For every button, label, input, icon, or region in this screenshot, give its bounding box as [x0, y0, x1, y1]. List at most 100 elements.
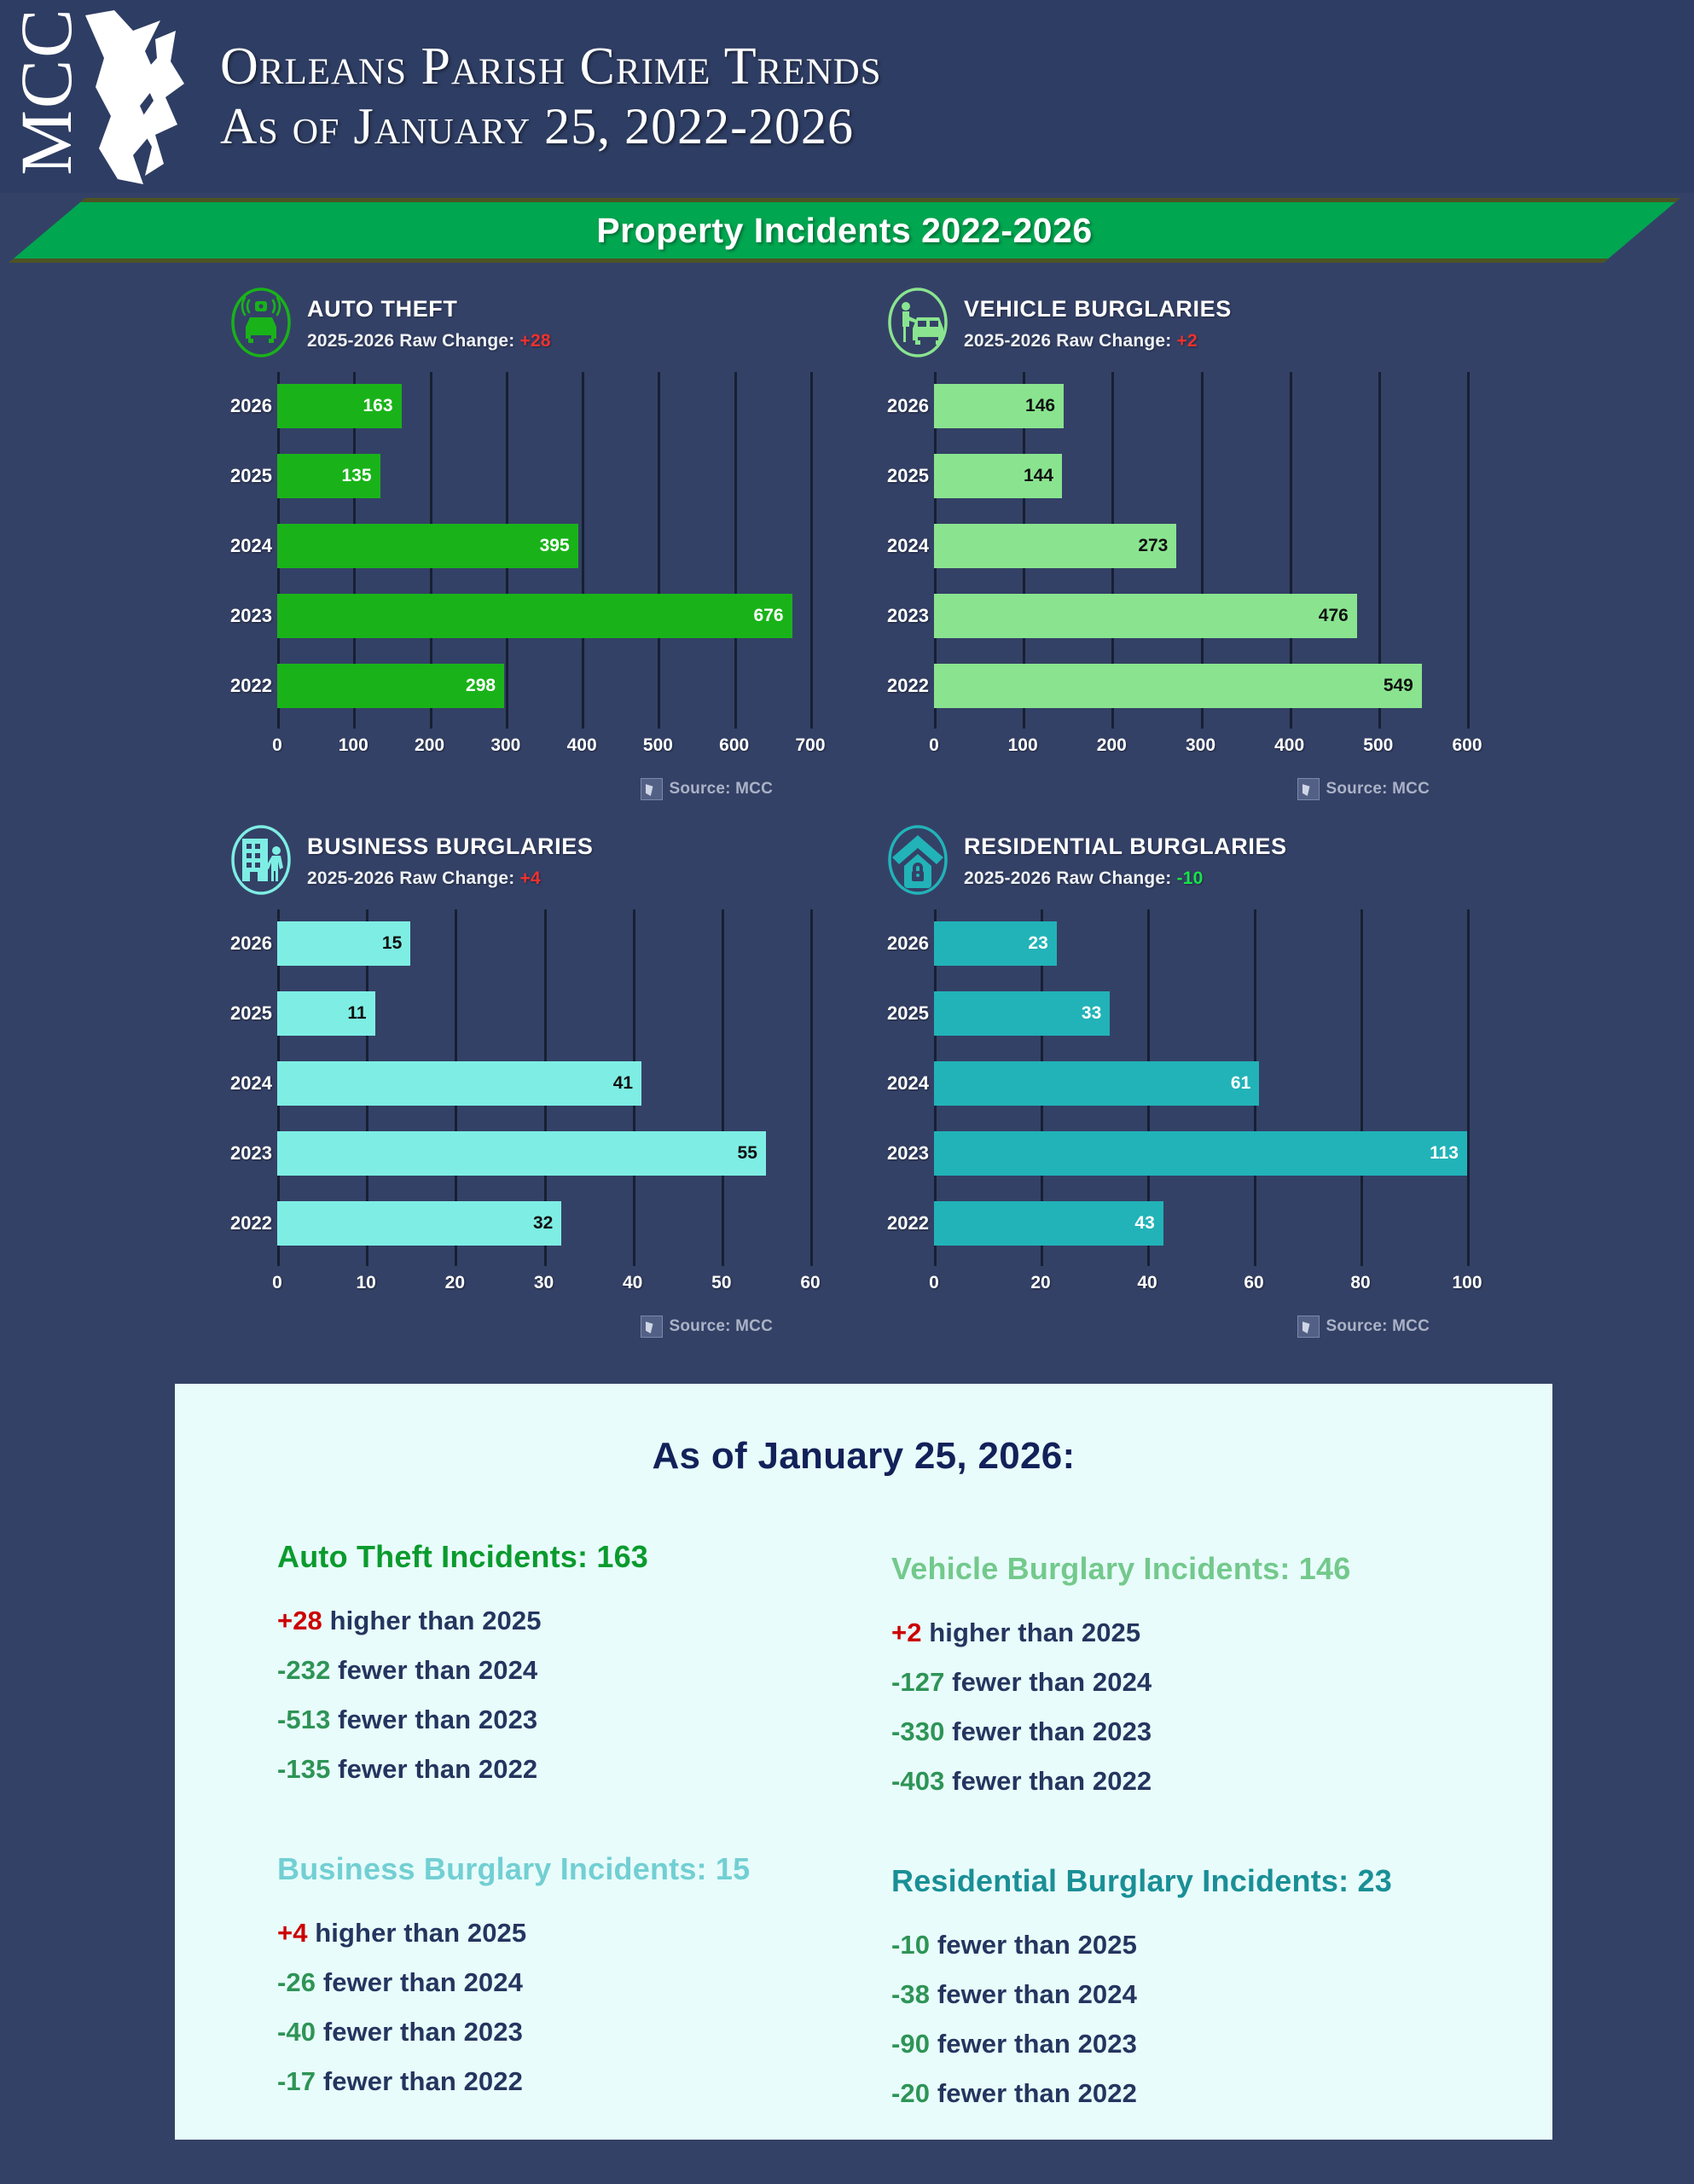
bar-row: 2022 549 — [887, 664, 1467, 708]
summary-comparison-line: -330 fewer than 2023 — [891, 1716, 1574, 1747]
axis-tick-label: 0 — [929, 1273, 939, 1292]
plot-inner: 2026 146 2025 144 2024 273 2023 476 2022 549 — [887, 372, 1470, 729]
plot-inner: 2026 163 2025 135 2024 395 2023 676 2022 298 — [230, 372, 813, 729]
summary-delta-value: +4 — [277, 1918, 308, 1948]
axis-tick-label: 20 — [1030, 1273, 1051, 1292]
chart-source: Source: MCC — [640, 1316, 774, 1338]
gridline — [582, 372, 585, 729]
bar-category-label: 2025 — [887, 1002, 929, 1024]
gridline — [1289, 372, 1292, 729]
charts-grid: AUTO THEFT 2025-2026 Raw Change: +28 2026 1… — [230, 282, 1482, 1356]
bar: 146 — [934, 384, 1065, 428]
bar-value-label: 61 — [1230, 1073, 1251, 1093]
summary-delta-text: higher than 2025 — [315, 1918, 527, 1948]
bar-row: 2023 476 — [887, 594, 1467, 638]
summary-delta-value: -10 — [891, 1930, 931, 1960]
axis-tick-label: 40 — [622, 1273, 643, 1292]
bar-category-label: 2024 — [887, 1072, 929, 1094]
chart-raw-change: 2025-2026 Raw Change: +4 — [307, 868, 593, 889]
chart-title-group: RESIDENTIAL BURGLARIES 2025-2026 Raw Chan… — [964, 832, 1287, 889]
summary-delta-text: higher than 2025 — [929, 1618, 1141, 1647]
summary-delta-text: fewer than 2022 — [322, 2066, 523, 2096]
axis-tick-label: 40 — [1137, 1273, 1157, 1292]
bar-category-label: 2022 — [230, 675, 272, 696]
chart-vehicle-burglaries: VEHICLE BURGLARIES 2025-2026 Raw Change: … — [887, 282, 1482, 819]
summary-delta-value: -40 — [277, 2017, 316, 2047]
axis-tick-label: 10 — [356, 1273, 376, 1292]
axis-tick-label: 200 — [1096, 735, 1127, 755]
bar: 41 — [277, 1061, 642, 1106]
summary-delta-value: -20 — [891, 2078, 931, 2108]
bar-row: 2026 146 — [887, 384, 1467, 428]
axis-tick-label: 400 — [1274, 735, 1305, 755]
summary-comparison-line: -232 fewer than 2024 — [277, 1655, 883, 1686]
bar-value-label: 298 — [466, 676, 496, 695]
header-title-group: Orleans Parish Crime Trends As of Januar… — [201, 38, 882, 154]
bar: 33 — [934, 991, 1111, 1036]
summary-comparison-line: +2 higher than 2025 — [891, 1618, 1574, 1648]
chart-raw-change: 2025-2026 Raw Change: +28 — [307, 331, 551, 351]
bar-value-label: 163 — [363, 396, 393, 415]
bar-category-label: 2025 — [887, 465, 929, 486]
bar-value-label: 144 — [1023, 466, 1053, 485]
bar-row: 2022 32 — [230, 1201, 810, 1246]
chart-title-group: BUSINESS BURGLARIES 2025-2026 Raw Change:… — [307, 832, 593, 889]
plot-area-auto-theft: 2026 163 2025 135 2024 395 2023 676 2022 298 0 100 2… — [230, 372, 826, 800]
chart-title: AUTO THEFT — [307, 295, 458, 322]
raw-change-label: 2025-2026 Raw Change: — [307, 868, 520, 888]
raw-change-label: 2025-2026 Raw Change: — [964, 868, 1177, 888]
summary-delta-value: -403 — [891, 1766, 945, 1796]
section-banner: Property Incidents 2022-2026 — [0, 198, 1694, 264]
axis-tick-label: 300 — [1185, 735, 1216, 755]
gridline — [810, 909, 813, 1266]
axis-tick-label: 0 — [272, 735, 282, 755]
chart-source: Source: MCC — [1297, 1316, 1430, 1338]
chart-source: Source: MCC — [1297, 778, 1430, 800]
bar: 395 — [277, 524, 578, 568]
summary-block-heading: Auto Theft Incidents: 163 — [277, 1539, 649, 1574]
bar-value-label: 549 — [1383, 676, 1413, 695]
plot-area-vehicle-burglaries: 2026 146 2025 144 2024 273 2023 476 2022 549 0 100 2… — [887, 372, 1482, 800]
bar-category-label: 2023 — [887, 605, 929, 626]
summary-delta-value: -38 — [891, 1979, 931, 2009]
axis-tick-label: 500 — [1363, 735, 1394, 755]
bar-category-label: 2025 — [230, 1002, 272, 1024]
summary-delta-value: -90 — [891, 2029, 931, 2059]
raw-change-value: +2 — [1176, 330, 1198, 351]
bar-category-label: 2026 — [230, 395, 272, 416]
bar-value-label: 15 — [381, 933, 403, 953]
axis-tick-label: 600 — [719, 735, 750, 755]
chart-header-vehicle-burglaries: VEHICLE BURGLARIES 2025-2026 Raw Change: … — [887, 282, 1467, 363]
summary-title: As of January 25, 2026: — [652, 1435, 1076, 1477]
axis-tick-label: 300 — [490, 735, 521, 755]
chart-source: Source: MCC — [640, 778, 774, 800]
chart-title-group: VEHICLE BURGLARIES 2025-2026 Raw Change: … — [964, 294, 1232, 351]
mcc-source-icon — [1297, 778, 1320, 800]
bar: 163 — [277, 384, 402, 428]
bar-row: 2024 41 — [230, 1061, 810, 1106]
summary-comparison-line: -17 fewer than 2022 — [277, 2066, 883, 2097]
plot-inner: 2026 15 2025 11 2024 41 2023 55 2022 32 — [230, 909, 813, 1266]
summary-delta-text: fewer than 2023 — [937, 2029, 1137, 2059]
bar-row: 2022 298 — [230, 664, 810, 708]
plot-inner: 2026 23 2025 33 2024 61 2023 113 2022 43 — [887, 909, 1470, 1266]
x-axis: 0 100 200 300 400 500 600 — [929, 730, 1482, 770]
bar-rows: 2026 23 2025 33 2024 61 2023 113 2022 43 — [887, 909, 1467, 1266]
bar: 23 — [934, 921, 1057, 966]
summary-delta-text: fewer than 2024 — [322, 1967, 523, 1997]
gridline — [810, 372, 813, 729]
axis-tick-label: 60 — [1244, 1273, 1264, 1292]
summary-delta-value: +28 — [277, 1606, 322, 1635]
summary-delta-value: -17 — [277, 2066, 316, 2096]
summary-block: Business Burglary Incidents: 15 +4 higher… — [277, 1851, 883, 2128]
chart-auto-theft: AUTO THEFT 2025-2026 Raw Change: +28 2026 1… — [230, 282, 826, 819]
bar-category-label: 2022 — [230, 1212, 272, 1234]
bar-value-label: 676 — [753, 606, 784, 625]
summary-block: Vehicle Burglary Incidents: 146 +2 higher… — [891, 1539, 1574, 1815]
raw-change-value: +4 — [519, 868, 541, 888]
bar-category-label: 2022 — [887, 675, 929, 696]
gridline — [1378, 372, 1381, 729]
bar-category-label: 2026 — [887, 395, 929, 416]
summary-block: Auto Theft Incidents: 163 +28 higher than… — [277, 1539, 883, 1815]
summary-delta-text: fewer than 2025 — [937, 1930, 1137, 1960]
